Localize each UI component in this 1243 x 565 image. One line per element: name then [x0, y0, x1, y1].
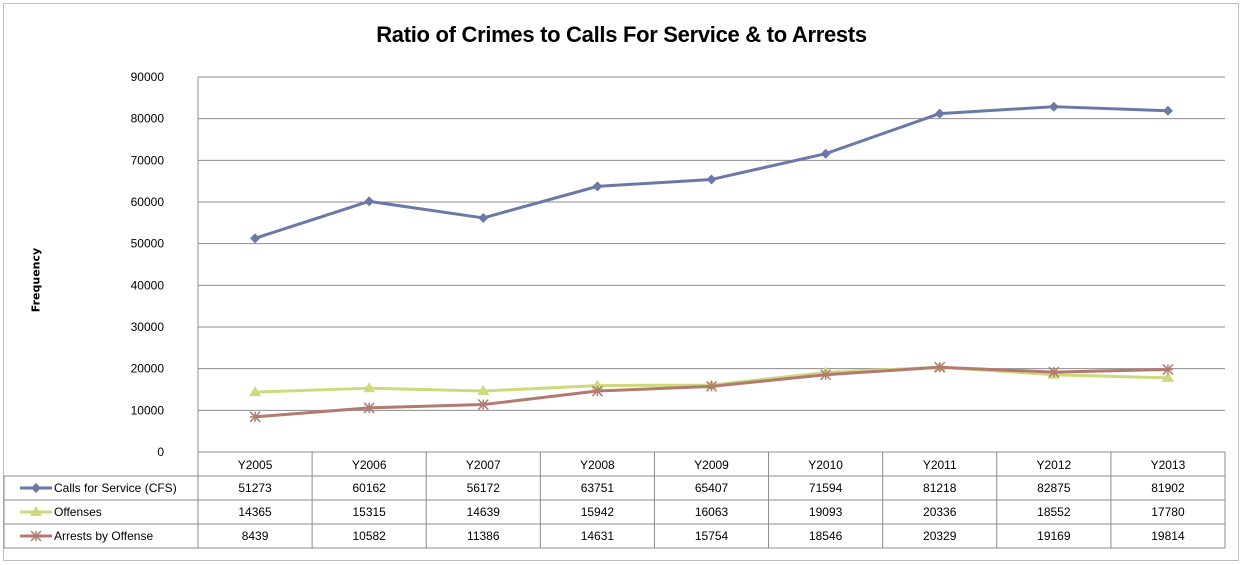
y-tick-label: 80000	[131, 112, 165, 126]
x-tick-label: Y2008	[580, 458, 615, 472]
series-line	[254, 105, 1168, 240]
data-label: 19814	[1151, 529, 1185, 543]
data-label: 14631	[581, 529, 615, 543]
legend-label: Calls for Service (CFS)	[54, 481, 177, 495]
data-label: 63751	[581, 481, 615, 495]
data-label: 18552	[1037, 505, 1071, 519]
data-label: 15315	[352, 505, 386, 519]
legend-label: Offenses	[54, 505, 102, 519]
data-label: 19093	[809, 505, 843, 519]
data-point	[250, 233, 261, 244]
data-label: 71594	[809, 481, 843, 495]
data-point	[363, 382, 376, 393]
data-point	[477, 385, 490, 396]
data-point	[591, 385, 603, 397]
data-label: 51273	[238, 481, 272, 495]
data-label: 20329	[923, 529, 957, 543]
y-tick-label: 90000	[131, 70, 165, 84]
x-tick-label: Y2010	[808, 458, 843, 472]
x-tick-label: Y2012	[1036, 458, 1071, 472]
data-label: 11386	[467, 529, 500, 543]
series-lines	[249, 101, 1174, 423]
legend-key-marker	[30, 506, 42, 516]
data-point	[934, 361, 946, 373]
y-tick-label: 0	[157, 445, 164, 459]
data-table: Y2005 Y2006 Y2007 Y2008 Y2009 Y2010 Y2011 Y2012…	[3, 451, 1226, 549]
data-label: 56172	[467, 481, 501, 495]
data-point	[1162, 363, 1174, 375]
data-point	[364, 196, 375, 207]
data-point	[1162, 105, 1173, 116]
y-tick-labels: 0 10000 20000 30000 40000 50000 60000 70000 8000…	[131, 70, 165, 459]
data-point	[477, 399, 489, 411]
y-tick-label: 40000	[131, 278, 165, 292]
y-tick-label: 50000	[131, 237, 165, 251]
data-label: 81218	[923, 481, 957, 495]
data-label: 81902	[1151, 481, 1185, 495]
data-label: 18546	[809, 529, 843, 543]
data-label: 17780	[1151, 505, 1185, 519]
x-tick-label: Y2013	[1151, 458, 1186, 472]
data-label: 15754	[695, 529, 729, 543]
data-label: 8439	[242, 529, 269, 543]
data-point	[820, 369, 832, 381]
data-point	[1048, 366, 1060, 378]
data-point	[249, 386, 262, 397]
y-tick-label: 70000	[131, 153, 165, 167]
legend-label: Arrests by Offense	[54, 529, 153, 543]
y-tick-label: 30000	[131, 320, 165, 334]
x-tick-label: Y2009	[694, 458, 729, 472]
chart-frame	[3, 3, 1239, 561]
x-tick-label: Y2006	[352, 458, 387, 472]
x-tick-label: Y2011	[923, 458, 957, 472]
x-tick-label: Y2007	[466, 458, 501, 472]
data-label: 14639	[467, 505, 501, 519]
legend-key-marker	[30, 530, 42, 542]
x-tick-label: Y2005	[238, 458, 273, 472]
y-tick-label: 10000	[131, 403, 165, 417]
data-label: 82875	[1037, 481, 1071, 495]
data-point	[705, 380, 718, 392]
data-point	[249, 411, 261, 423]
data-label: 15942	[581, 505, 615, 519]
data-point	[820, 148, 831, 159]
data-label: 60162	[352, 481, 386, 495]
gridlines	[197, 76, 1225, 452]
data-label: 19169	[1037, 529, 1071, 543]
series-line	[254, 365, 1168, 419]
y-tick-label: 20000	[131, 362, 165, 376]
data-point	[592, 181, 603, 192]
data-label: 16063	[695, 505, 729, 519]
data-label: 65407	[695, 481, 729, 495]
data-point	[1048, 101, 1059, 112]
data-label: 20336	[923, 505, 957, 519]
y-tick-label: 60000	[131, 195, 165, 209]
chart-title: Ratio of Crimes to Calls For Service & t…	[376, 22, 867, 47]
data-point	[363, 402, 375, 414]
data-label: 14365	[238, 505, 272, 519]
data-label: 10582	[352, 529, 386, 543]
data-point	[1161, 371, 1174, 382]
legend-key-marker	[31, 483, 41, 493]
data-point	[934, 108, 945, 119]
data-point	[706, 174, 717, 185]
data-point	[478, 212, 489, 223]
